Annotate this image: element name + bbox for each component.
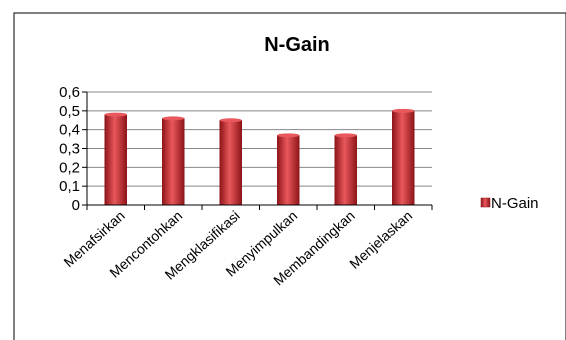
bar-top [277,133,300,138]
bar [104,114,127,206]
x-axis: MenafsirkanMencontohkanMengklasifikasiMe… [60,204,433,288]
y-tick-label: 0,3 [59,141,80,158]
legend-label: N-Gain [491,195,539,212]
bar [277,135,300,206]
bar-top [219,118,242,123]
y-axis: 0 0,1 0,20,3 0,4 0,5 0,6 [59,84,88,214]
bar-top [334,133,357,138]
bar-top [104,112,127,117]
bar [392,110,415,206]
y-tick-label: 0,4 [59,122,80,139]
gridlines [87,91,432,187]
y-tick-label: 0,1 [59,178,80,195]
legend-swatch [480,197,491,208]
y-tick-label: 0,6 [59,84,80,101]
bars [104,108,415,206]
y-tick-label: 0,2 [59,159,80,176]
bar [219,120,242,206]
bar [334,135,357,206]
chart-border [13,12,566,340]
bar-top [392,108,415,113]
x-tick-label: Menjelaskan [346,207,415,271]
y-tick-label: 0,5 [59,103,80,120]
legend: N-Gain [480,195,539,212]
bar [162,118,185,206]
bar-top [162,116,185,121]
chart-title: N-Gain [264,34,330,56]
y-tick-label: 0 [72,197,80,214]
